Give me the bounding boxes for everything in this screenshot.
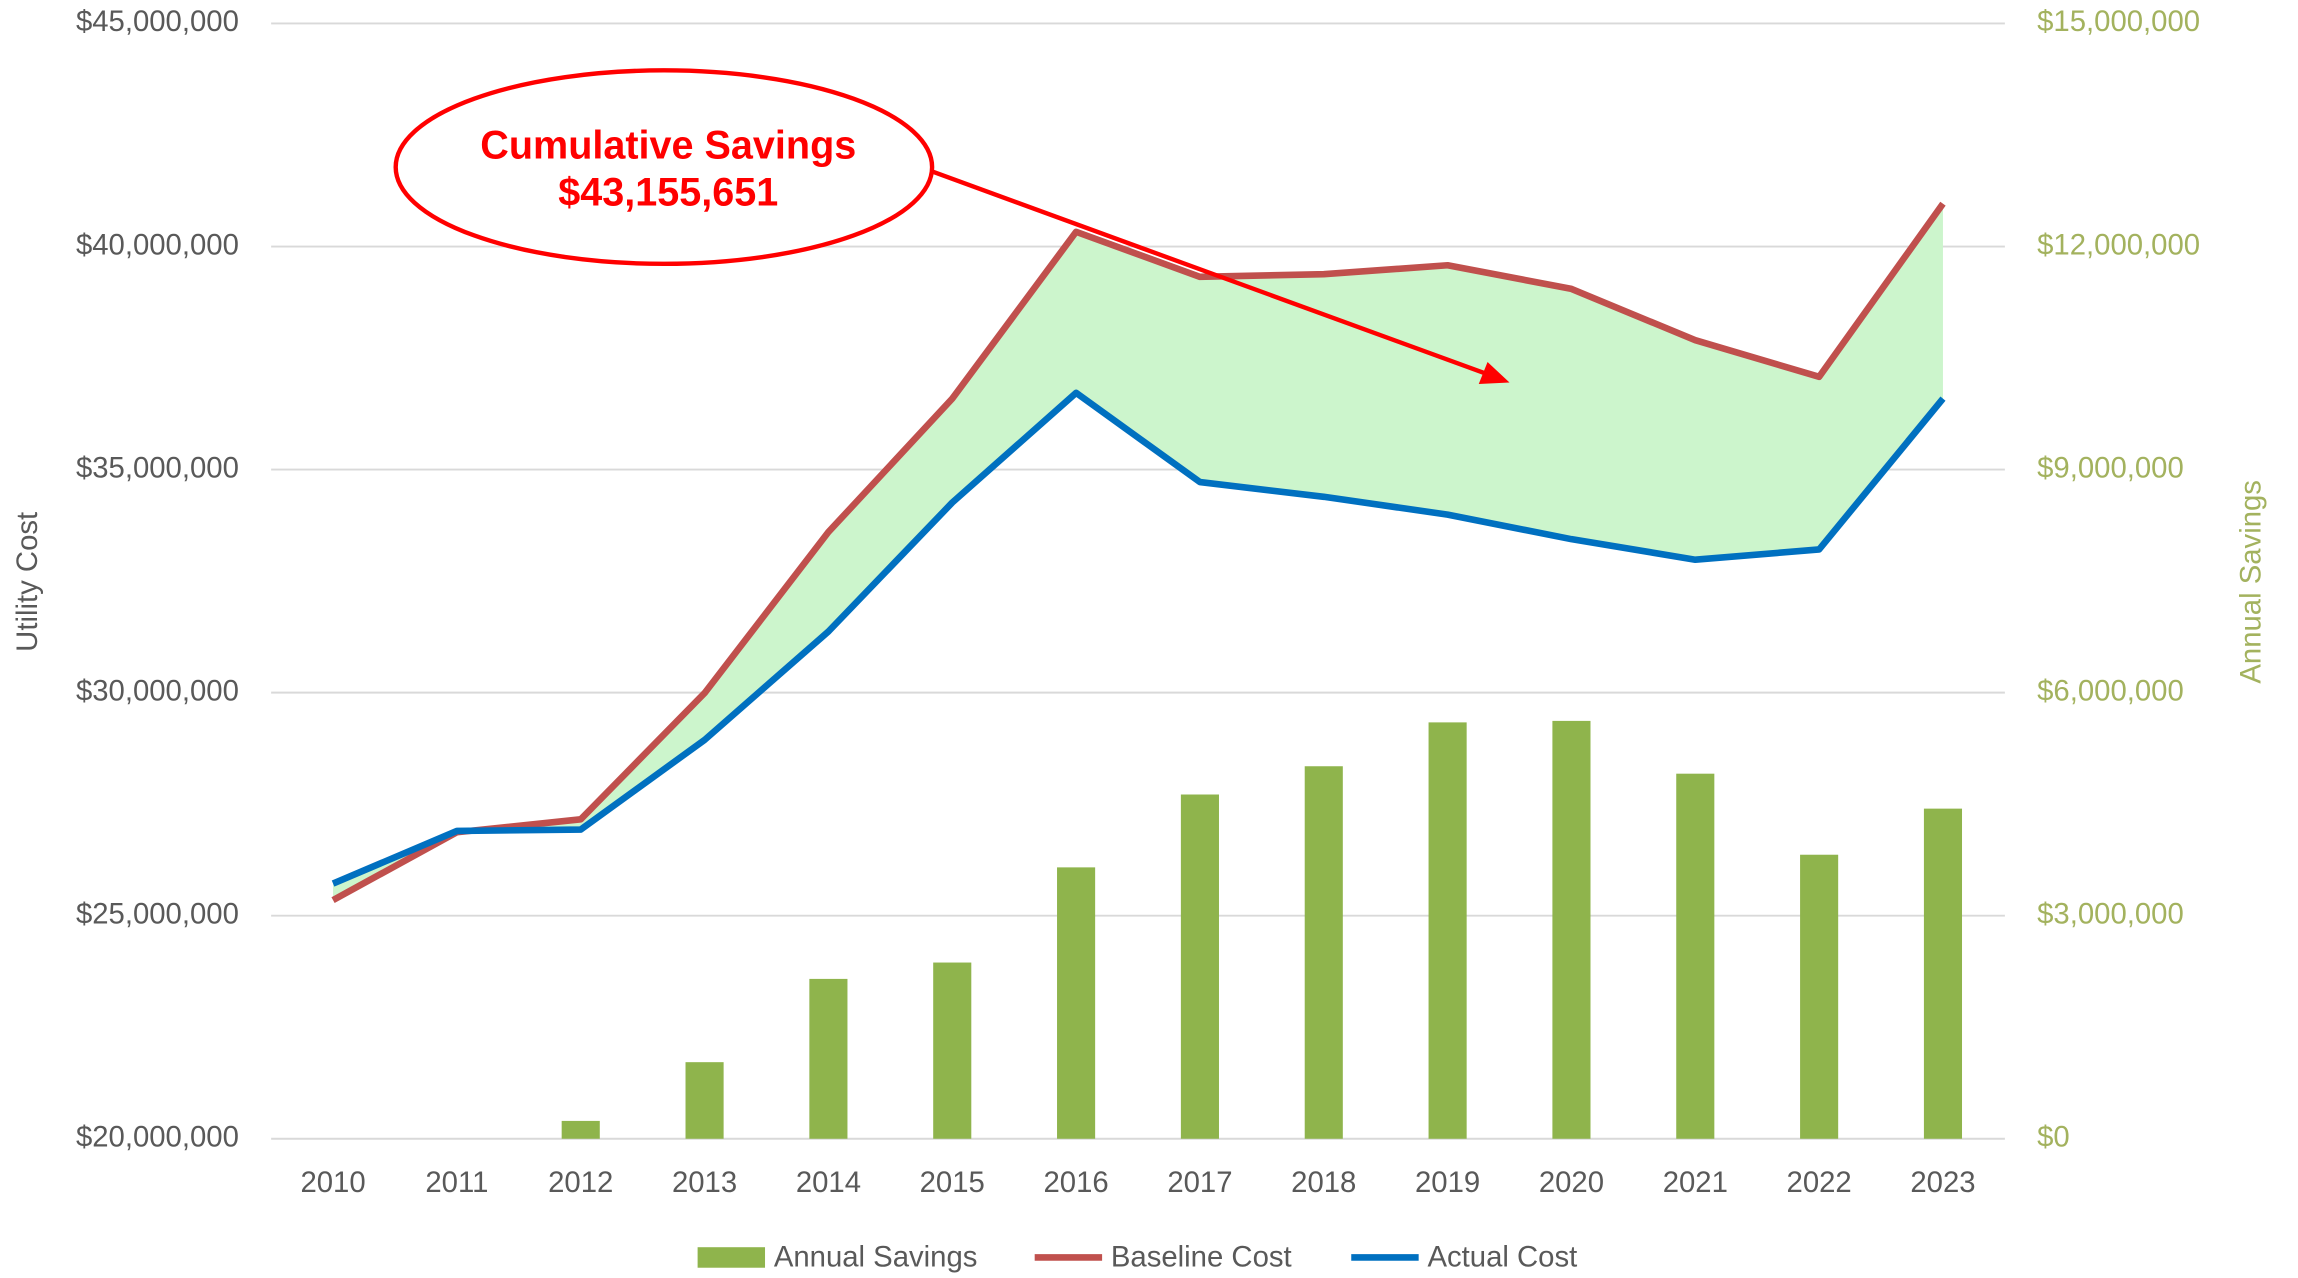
bar bbox=[1057, 867, 1096, 1139]
x-tick-label: 2022 bbox=[1787, 1166, 1852, 1199]
y-tick-label: $40,000,000 bbox=[76, 228, 239, 261]
bar bbox=[685, 1062, 724, 1139]
annotation-text: Cumulative Savings bbox=[480, 123, 856, 167]
x-tick-label: 2018 bbox=[1291, 1166, 1356, 1199]
y-tick-label: $45,000,000 bbox=[76, 5, 239, 38]
y2-tick-label: $9,000,000 bbox=[2037, 451, 2184, 484]
y-tick-label: $25,000,000 bbox=[76, 897, 239, 930]
y-axis-title: Utility Cost bbox=[11, 512, 44, 652]
savings-area bbox=[333, 203, 1943, 901]
x-tick-label: 2015 bbox=[920, 1166, 985, 1199]
bar bbox=[1676, 773, 1715, 1139]
bar bbox=[933, 962, 972, 1139]
y2-tick-label: $15,000,000 bbox=[2037, 5, 2200, 38]
bar bbox=[561, 1120, 600, 1139]
annotation-text: $43,155,651 bbox=[558, 170, 778, 214]
callout-arrow bbox=[931, 169, 1487, 376]
x-tick-label: 2023 bbox=[1910, 1166, 1975, 1199]
x-tick-label: 2013 bbox=[672, 1166, 737, 1199]
x-tick-label: 2017 bbox=[1167, 1166, 1232, 1199]
x-tick-label: 2019 bbox=[1415, 1166, 1480, 1199]
bar bbox=[1304, 766, 1343, 1139]
y2-axis-title: Annual Savings bbox=[2234, 480, 2267, 684]
x-tick-label: 2021 bbox=[1663, 1166, 1728, 1199]
x-tick-label: 2014 bbox=[796, 1166, 861, 1199]
x-tick-label: 2010 bbox=[300, 1166, 365, 1199]
bar bbox=[1552, 720, 1591, 1139]
y-tick-label: $20,000,000 bbox=[76, 1121, 239, 1154]
bar bbox=[1923, 808, 1963, 1139]
legend-label: Annual Savings bbox=[774, 1241, 978, 1274]
callout-arrowhead bbox=[1478, 362, 1510, 384]
bar bbox=[809, 978, 848, 1139]
legend-swatch bbox=[697, 1247, 766, 1268]
line bbox=[331, 389, 1946, 887]
x-tick-label: 2016 bbox=[1043, 1166, 1108, 1199]
legend-label: Actual Cost bbox=[1427, 1241, 1577, 1274]
bar bbox=[1180, 794, 1219, 1139]
callout-ellipse bbox=[393, 68, 935, 267]
y2-tick-label: $0 bbox=[2037, 1121, 2070, 1154]
x-tick-label: 2011 bbox=[425, 1166, 488, 1199]
y2-tick-label: $12,000,000 bbox=[2037, 228, 2200, 261]
x-tick-label: 2012 bbox=[548, 1166, 613, 1199]
y-tick-label: $30,000,000 bbox=[76, 674, 239, 707]
line bbox=[331, 201, 1946, 903]
legend-label: Baseline Cost bbox=[1111, 1241, 1292, 1274]
x-tick-label: 2020 bbox=[1539, 1166, 1604, 1199]
y2-tick-label: $6,000,000 bbox=[2037, 674, 2184, 707]
bar bbox=[1800, 854, 1839, 1139]
y2-tick-label: $3,000,000 bbox=[2037, 897, 2184, 930]
y-tick-label: $35,000,000 bbox=[76, 451, 239, 484]
bar bbox=[1428, 722, 1467, 1139]
